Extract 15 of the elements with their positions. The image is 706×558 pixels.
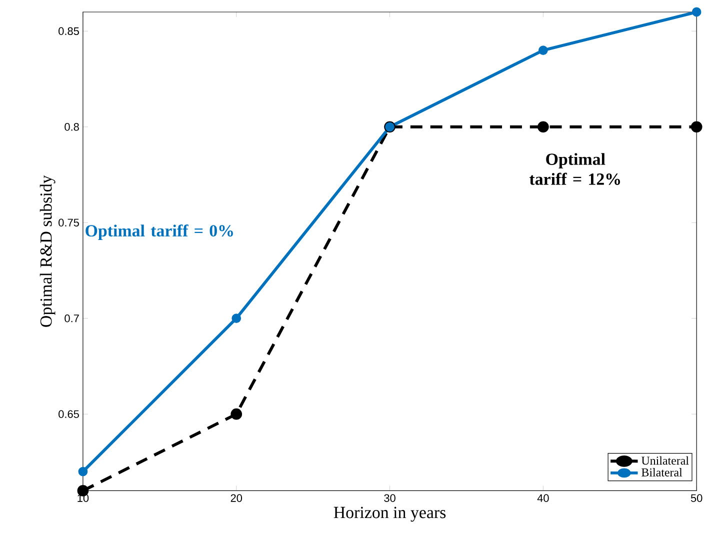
annotation: Optimal tariff = 0% (86, 224, 233, 240)
x-tick-label: 20 (230, 494, 242, 502)
x-tick-label: 40 (537, 494, 549, 502)
x-tick-label: 50 (690, 494, 702, 502)
x-tick-label: 30 (384, 494, 396, 502)
y-tick-label: 0.65 (58, 410, 79, 418)
x-axis-title: Horizon in years (334, 506, 446, 522)
y-tick-label: 0.75 (58, 218, 79, 227)
y-tick-label: 0.7 (64, 314, 79, 322)
legend-label: Bilateral (642, 468, 682, 477)
y-tick-label: 0.85 (58, 27, 79, 36)
y-axis-title: Optimal R&D subsidy (40, 175, 56, 327)
annotation: Optimal tariff = 12% (529, 153, 620, 186)
y-tick-label: 0.8 (64, 123, 79, 131)
legend-label: Unilateral (641, 456, 689, 465)
